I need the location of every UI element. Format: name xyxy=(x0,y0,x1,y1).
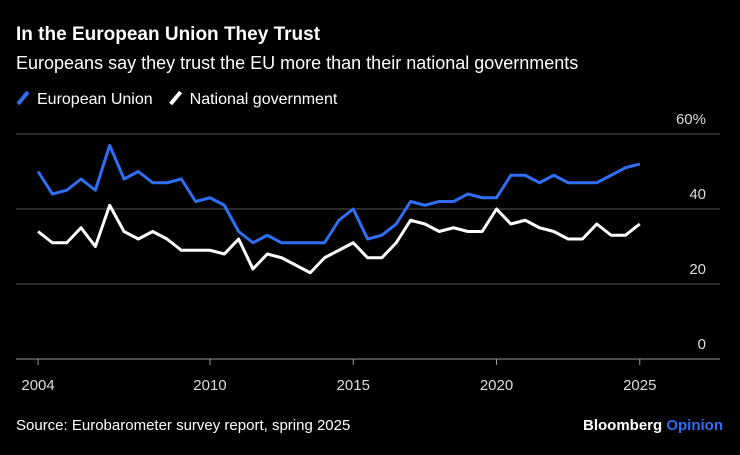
source: Source: Eurobarometer survey report, spr… xyxy=(16,417,350,434)
x-tick-label: 2015 xyxy=(337,377,370,394)
legend-swatch xyxy=(16,90,30,106)
chart-title: In the European Union They Trust xyxy=(16,24,321,45)
x-tick-label: 2020 xyxy=(480,377,513,394)
y-tick-label: 0 xyxy=(698,336,706,353)
y-tick-label: 40 xyxy=(689,186,706,203)
series-line xyxy=(37,203,641,275)
brand: Bloomberg Opinion xyxy=(583,417,723,434)
brand-suffix: Opinion xyxy=(666,417,723,434)
x-tick-label: 2004 xyxy=(21,377,54,394)
legend-swatch xyxy=(169,90,183,106)
y-tick-label: 20 xyxy=(689,261,706,278)
chart-subtitle: Europeans say they trust the EU more tha… xyxy=(16,53,578,73)
x-tick-label: 2025 xyxy=(623,377,656,394)
x-tick-label: 2010 xyxy=(193,377,226,394)
series-line xyxy=(36,143,641,245)
y-tick-label: 60% xyxy=(676,111,706,128)
legend-label: National government xyxy=(190,91,338,108)
brand-name: Bloomberg xyxy=(583,417,662,434)
legend-label: European Union xyxy=(37,91,153,108)
legend: European Union National government xyxy=(16,90,338,108)
